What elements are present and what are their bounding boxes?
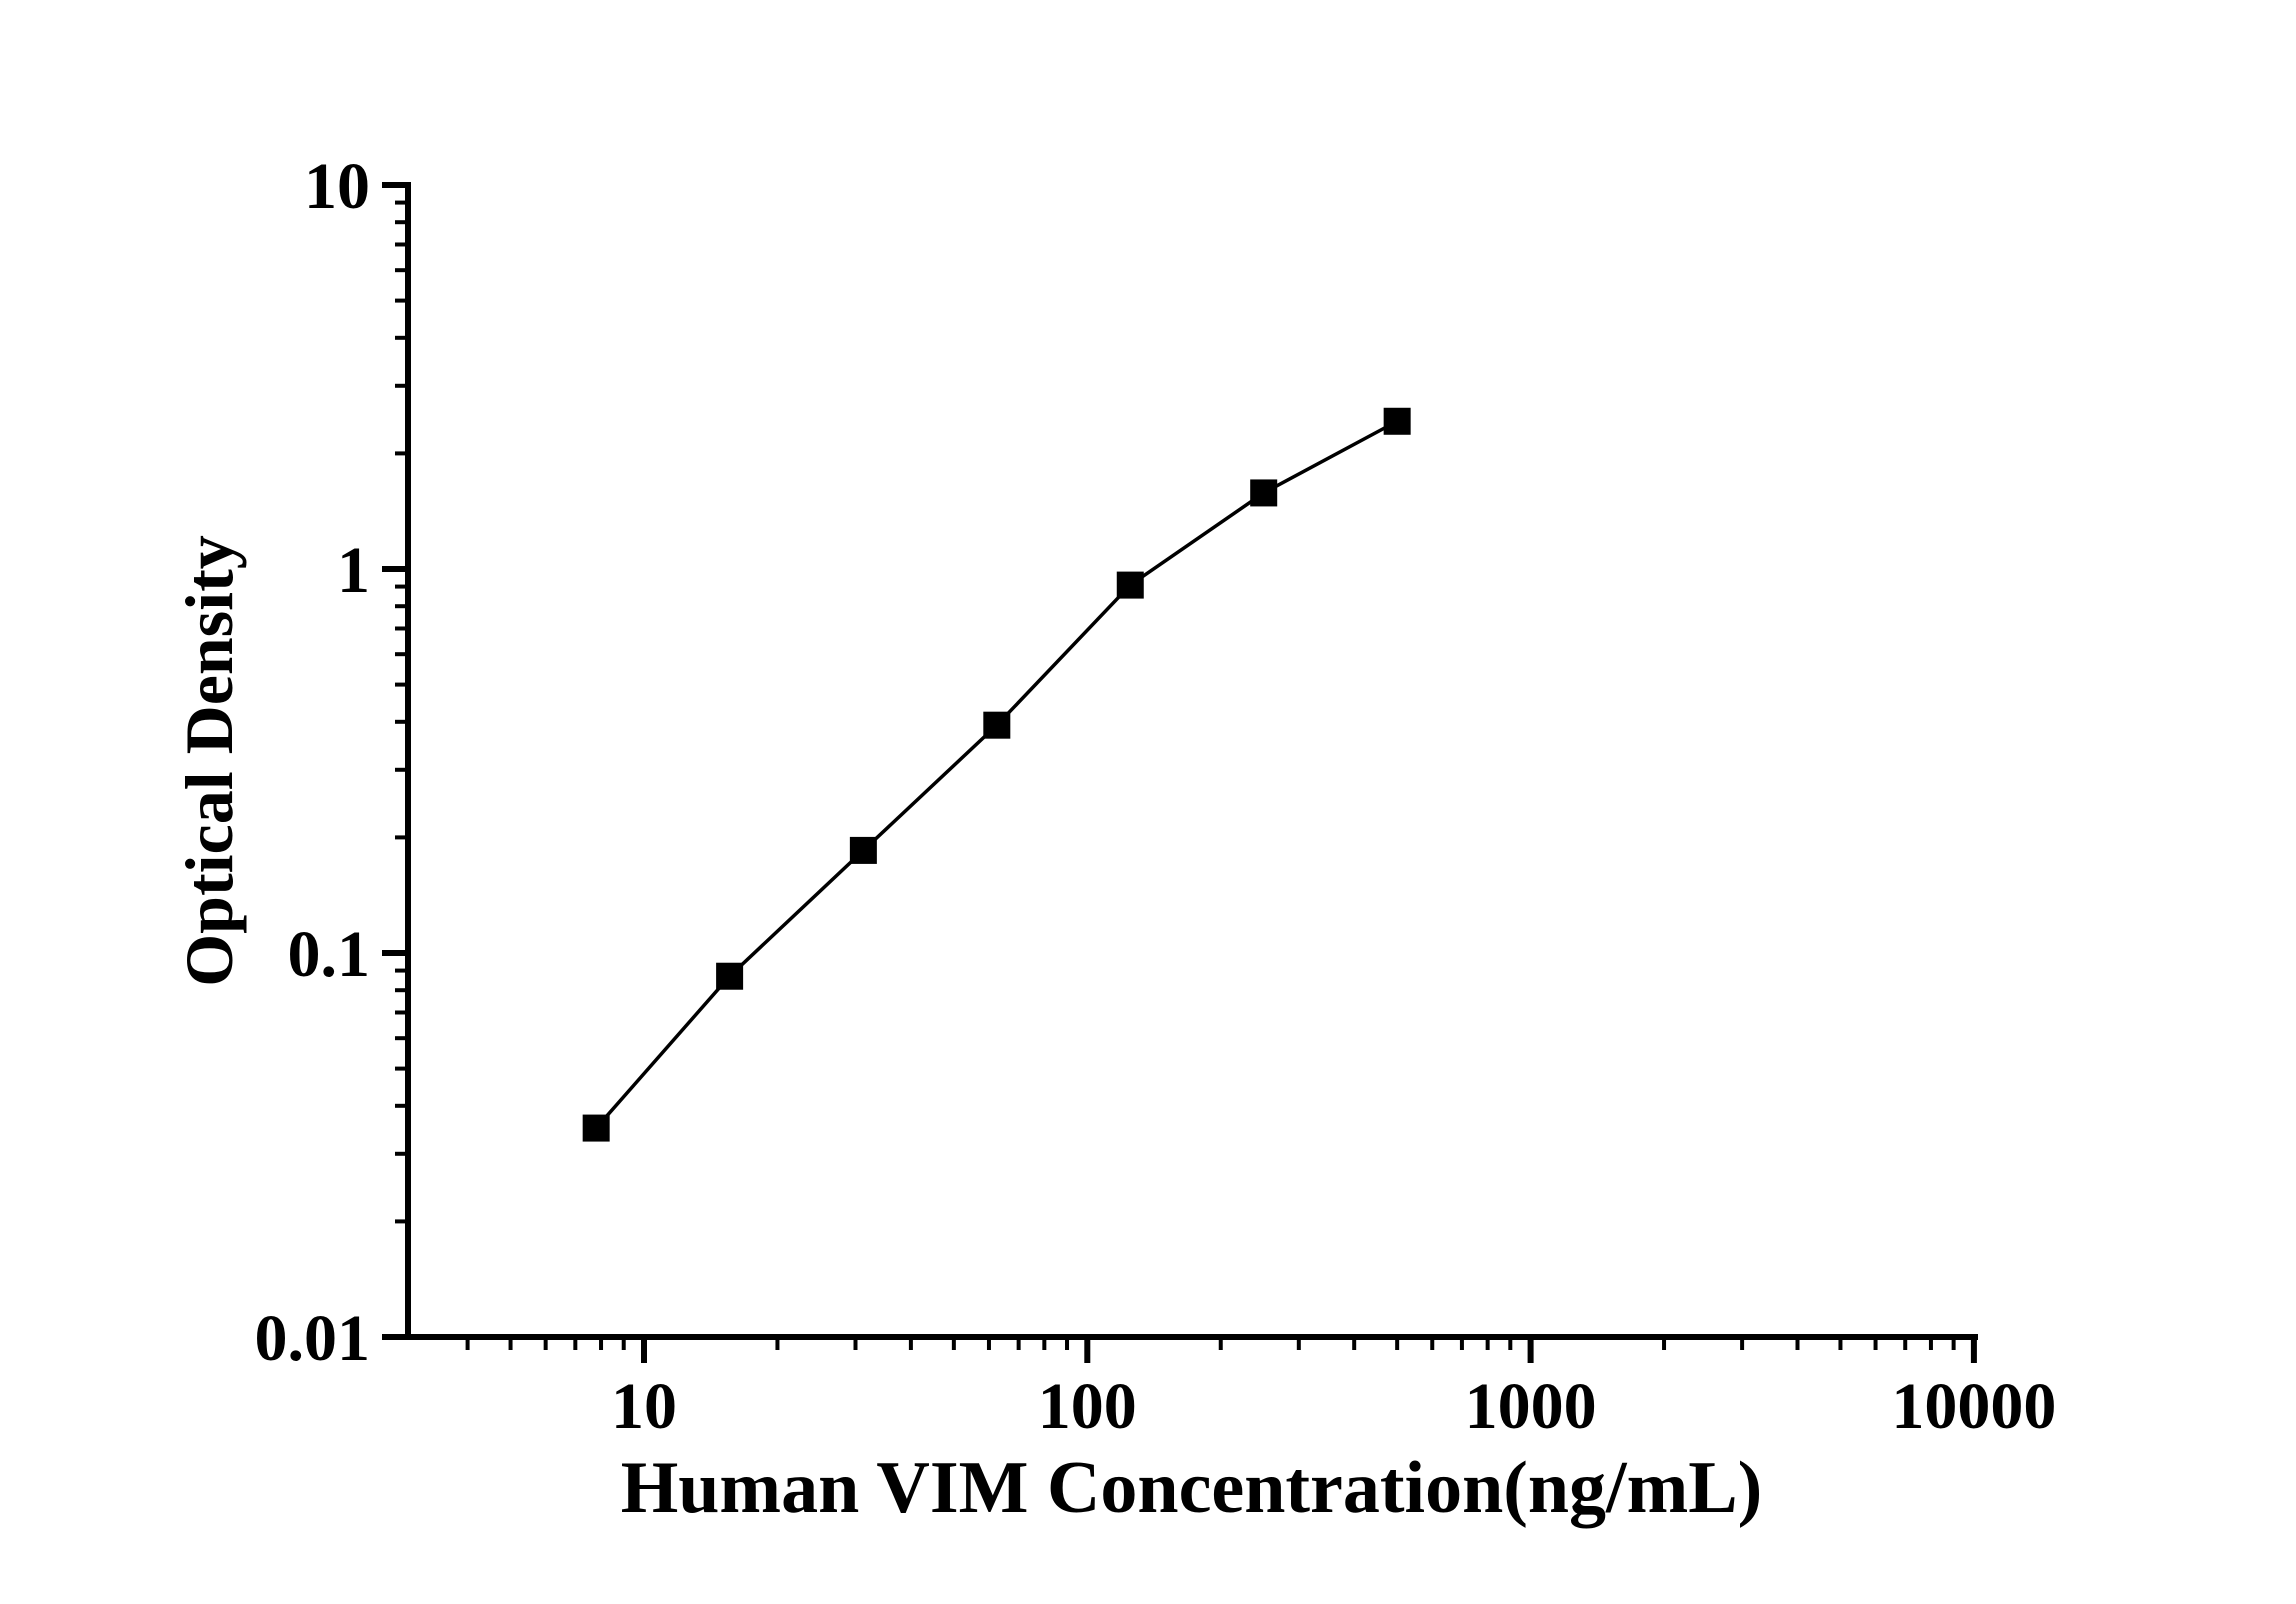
y-tick-label: 0.1: [288, 918, 371, 991]
data-point-marker: [716, 962, 744, 990]
data-point-marker: [582, 1114, 610, 1142]
data-point-marker: [983, 711, 1011, 739]
data-point-marker: [1250, 479, 1278, 507]
x-tick-label: 100: [1038, 1370, 1137, 1443]
y-tick-label: 0.01: [255, 1302, 371, 1375]
data-point-marker: [1383, 407, 1411, 435]
y-axis-title: Optical Density: [171, 535, 247, 986]
x-tick-label: 10000: [1891, 1370, 2056, 1443]
data-point-markers: [582, 407, 1411, 1142]
y-tick-label: 10: [304, 150, 370, 223]
x-tick-label: 10: [611, 1370, 677, 1443]
data-point-marker: [1116, 571, 1144, 599]
y-axis-major-ticks: [382, 182, 408, 1340]
x-axis-tick-labels: 10 100 1000 10000: [611, 1370, 2056, 1443]
y-axis-tick-labels: 10 1 0.1 0.01: [255, 150, 371, 1375]
x-axis-major-ticks: [641, 1337, 1977, 1363]
x-tick-label: 1000: [1465, 1370, 1597, 1443]
data-point-marker: [849, 836, 877, 864]
x-axis-title: Human VIM Concentration(ng/mL): [621, 1447, 1763, 1529]
y-tick-label: 1: [337, 534, 370, 607]
standard-curve-line: [594, 419, 1398, 1130]
